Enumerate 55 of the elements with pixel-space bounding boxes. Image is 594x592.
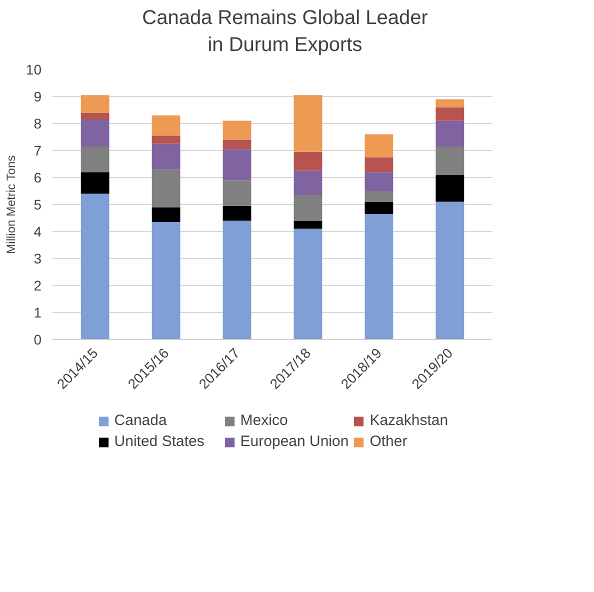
- y-tick-label: 4: [34, 224, 42, 240]
- bar: [152, 207, 180, 222]
- chart-title: Canada Remains Global Leader in Durum Exports: [142, 6, 428, 58]
- y-tick-label: 8: [34, 116, 42, 132]
- bar: [222, 180, 252, 206]
- bar: [364, 157, 394, 172]
- bar: [436, 99, 464, 108]
- bar: [364, 134, 394, 158]
- y-tick-label: 7: [34, 142, 42, 158]
- bar: [294, 95, 322, 152]
- bar: [152, 169, 180, 208]
- bar: [364, 202, 394, 214]
- bar: [436, 146, 464, 175]
- y-tick-label: 0: [34, 332, 42, 348]
- bar: [436, 107, 464, 121]
- bar: [294, 152, 322, 171]
- legend-label: Canada: [114, 412, 168, 429]
- bar: [222, 120, 252, 140]
- bar: [364, 172, 394, 191]
- bar: [222, 140, 252, 150]
- y-tick-label: 5: [34, 196, 42, 212]
- bar: [80, 194, 110, 340]
- bar: [80, 119, 110, 146]
- bar: [294, 228, 322, 340]
- bar: [80, 172, 110, 194]
- bar: [152, 136, 180, 144]
- bar: [294, 220, 322, 229]
- y-tick-label: 10: [26, 62, 42, 78]
- y-tick-label: 6: [34, 170, 42, 186]
- legend-label: European Union: [240, 433, 349, 450]
- legend-label: Other: [370, 433, 408, 450]
- bar: [80, 95, 110, 113]
- bar: [222, 220, 252, 340]
- bar: [436, 120, 464, 146]
- bar: [364, 191, 394, 202]
- bar: [80, 146, 110, 172]
- y-tick-label: 1: [34, 304, 42, 320]
- y-tick-label: 3: [34, 250, 42, 266]
- bar: [152, 144, 180, 170]
- bar: [436, 174, 464, 202]
- bar: [152, 222, 180, 340]
- y-tick-label: 9: [34, 88, 42, 104]
- y-axis-title: Million Metric Tons: [4, 155, 18, 254]
- bar: [294, 170, 322, 196]
- bar: [222, 206, 252, 221]
- y-tick-label: 2: [34, 278, 42, 294]
- bar: [80, 112, 110, 120]
- legend-label: Kazakhstan: [370, 412, 450, 429]
- legend-label: United States: [114, 433, 206, 450]
- bar: [152, 115, 180, 136]
- legend-label: Mexico: [240, 412, 289, 429]
- bar: [222, 149, 252, 180]
- bar: [436, 202, 464, 340]
- bar: [294, 195, 322, 221]
- bar: [364, 214, 394, 340]
